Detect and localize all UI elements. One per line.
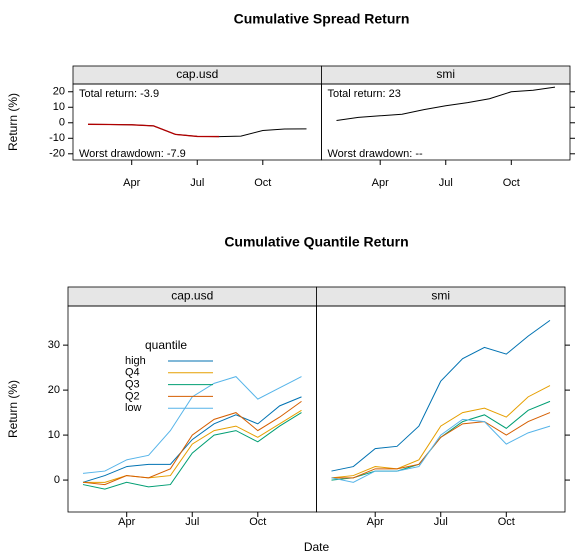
y-axis-label: Return (%) xyxy=(6,380,20,438)
series-line xyxy=(82,412,302,490)
x-tick-label: Jul xyxy=(190,177,204,189)
series-line xyxy=(82,400,302,486)
x-tick-label: Apr xyxy=(367,516,384,528)
annotation: Worst drawdown: -- xyxy=(328,148,423,160)
strip-label: smi xyxy=(431,289,450,303)
x-tick-label: Oct xyxy=(503,177,520,189)
legend-label: Q2 xyxy=(125,390,140,402)
x-axis-label: Date xyxy=(304,540,330,554)
x-tick-label: Oct xyxy=(254,177,271,189)
series-line xyxy=(331,385,551,479)
series-line xyxy=(83,409,302,483)
annotation: Worst drawdown: -7.9 xyxy=(79,148,186,160)
y-tick-label: 20 xyxy=(48,384,60,396)
strip-label: cap.usd xyxy=(176,67,218,81)
series-line xyxy=(331,319,551,472)
y-tick-label: 20 xyxy=(53,86,65,98)
series-line xyxy=(82,376,302,474)
strip-label: smi xyxy=(436,67,455,81)
series-line xyxy=(331,418,551,483)
y-tick-label: -10 xyxy=(49,132,65,144)
series-line xyxy=(87,123,307,138)
series-line xyxy=(331,400,551,481)
y-tick-label: 10 xyxy=(48,429,60,441)
series-line xyxy=(336,86,556,121)
strip-label: cap.usd xyxy=(171,289,213,303)
x-tick-label: Jul xyxy=(439,177,453,189)
drawdown-line xyxy=(87,123,220,138)
x-tick-label: Apr xyxy=(123,177,140,189)
x-tick-label: Oct xyxy=(498,516,515,528)
panel xyxy=(67,305,317,513)
y-tick-label: -20 xyxy=(49,148,65,160)
y-tick-label: 0 xyxy=(59,117,65,129)
annotation: Total return: -3.9 xyxy=(79,88,159,100)
annotation: Total return: 23 xyxy=(328,88,401,100)
chart-title: Cumulative Spread Return xyxy=(234,11,410,27)
y-tick-label: 10 xyxy=(53,101,65,113)
y-tick-label: 30 xyxy=(48,339,60,351)
legend-label: high xyxy=(125,355,146,367)
legend-label: Q3 xyxy=(125,379,140,391)
y-axis-label: Return (%) xyxy=(6,93,20,151)
x-tick-label: Jul xyxy=(185,516,199,528)
x-tick-label: Jul xyxy=(434,516,448,528)
x-tick-label: Oct xyxy=(249,516,266,528)
legend-label: Q4 xyxy=(125,367,140,379)
series-line xyxy=(82,396,302,483)
x-tick-label: Apr xyxy=(118,516,135,528)
legend-label: low xyxy=(125,402,142,414)
series-line xyxy=(331,412,551,479)
x-tick-label: Apr xyxy=(372,177,389,189)
chart-title: Cumulative Quantile Return xyxy=(224,234,408,250)
legend-title: quantile xyxy=(145,338,187,352)
y-tick-label: 0 xyxy=(54,474,60,486)
